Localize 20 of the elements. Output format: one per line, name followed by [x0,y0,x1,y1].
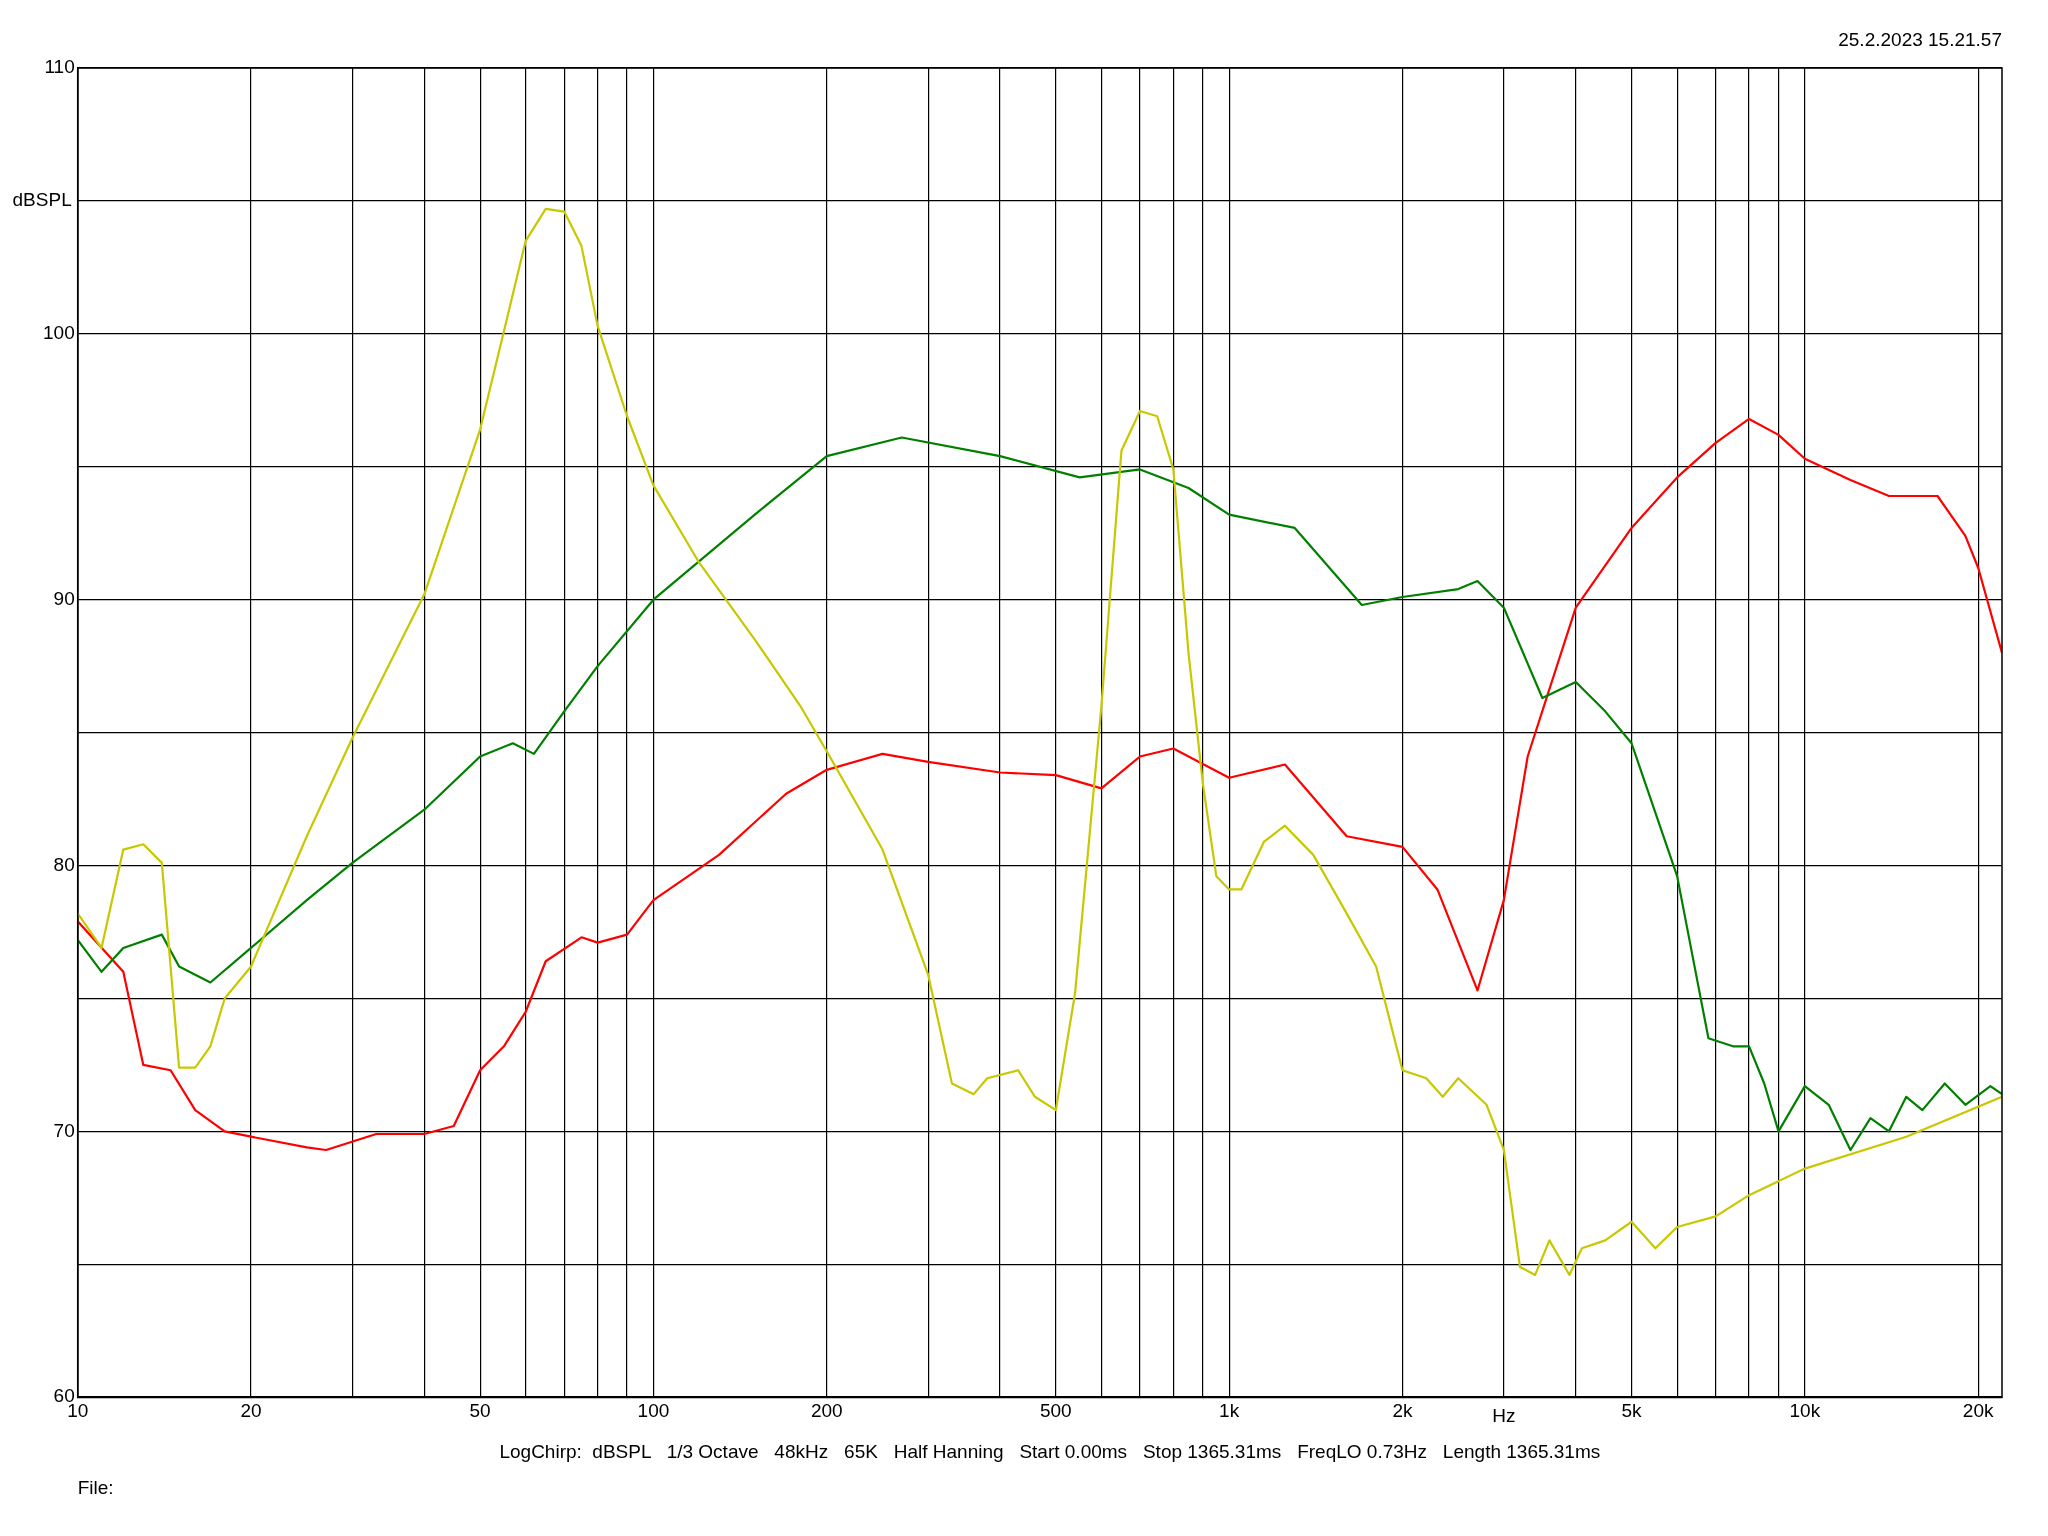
y-axis-title: dBSPL [12,189,72,211]
x-tick-label: 500 [1039,1399,1072,1421]
x-tick-label: 2k [1392,1399,1413,1421]
y-tick-label: 100 [43,322,75,344]
text: 25.2.2023 15.21.57 [1838,28,2002,50]
x-axis-title: Hz [1492,1404,1516,1426]
y-tick-label: 80 [53,853,75,875]
y-tick-label: 90 [53,587,75,609]
y-tick-label: 110 [44,56,75,78]
text: File: [77,1476,114,1498]
x-tick-label: 5k [1621,1399,1643,1421]
x-tick-label: 50 [469,1399,491,1421]
x-tick-label: 1k [1219,1399,1240,1421]
x-tick-label: 20k [1962,1399,1994,1421]
x-tick-label: 100 [637,1399,670,1421]
x-tick-label: 200 [810,1399,843,1421]
x-tick-label: 10k [1789,1399,1821,1421]
y-tick-label: 70 [53,1119,75,1141]
text: LogChirp: dBSPL 1/3 Octave 48kHz 65K Half Hanning Start 0.00ms Stop 1365.31ms FreqLO 0.73Hz Length 1365.31ms [499,1440,1601,1462]
x-tick-label: 20 [240,1399,262,1421]
